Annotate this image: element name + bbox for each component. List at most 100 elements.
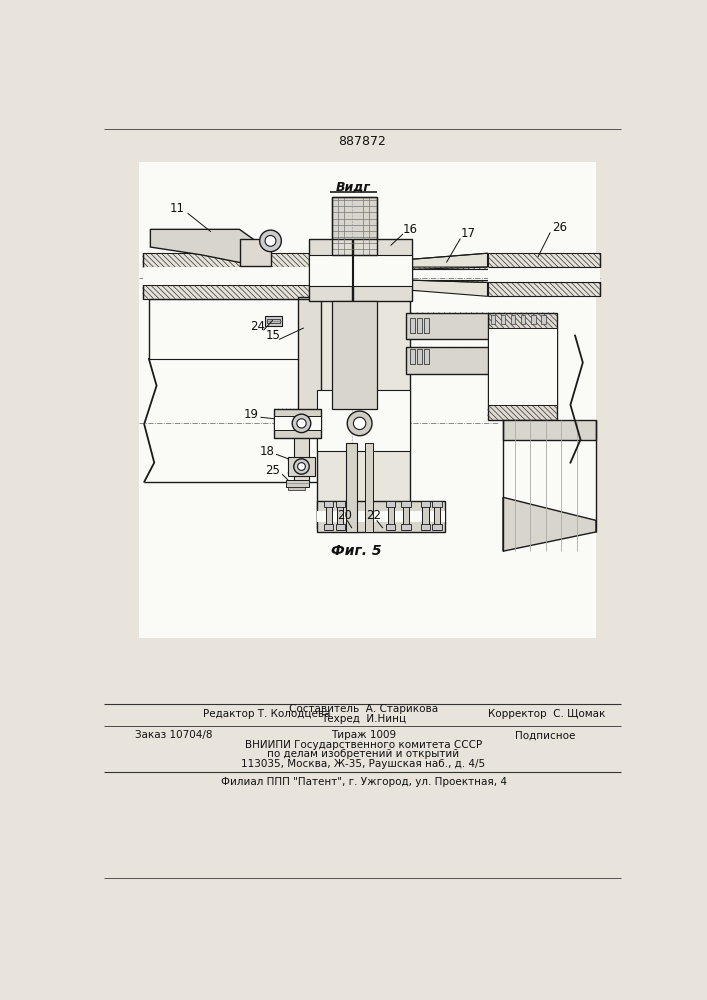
Text: 113035, Москва, Ж-35, Раушская наб., д. 4/5: 113035, Москва, Ж-35, Раушская наб., д. … bbox=[241, 759, 486, 769]
Bar bbox=[267, 319, 280, 323]
Text: ВНИИПИ Государственного комитета СССР: ВНИИПИ Государственного комитета СССР bbox=[245, 740, 482, 750]
Bar bbox=[491, 315, 495, 324]
Bar bbox=[332, 301, 377, 409]
Text: 25: 25 bbox=[265, 464, 280, 477]
Bar bbox=[424, 349, 428, 364]
Bar bbox=[410, 280, 488, 290]
Polygon shape bbox=[503, 420, 596, 440]
Bar bbox=[324, 501, 333, 507]
Bar bbox=[410, 259, 488, 269]
Bar bbox=[541, 315, 546, 324]
Bar bbox=[434, 503, 440, 530]
Bar bbox=[410, 349, 414, 364]
Polygon shape bbox=[151, 229, 259, 262]
Bar bbox=[406, 312, 488, 339]
Text: 887872: 887872 bbox=[338, 135, 386, 148]
Bar bbox=[424, 318, 428, 333]
Text: Подписное: Подписное bbox=[515, 730, 575, 740]
Bar bbox=[332, 197, 377, 255]
Bar bbox=[336, 524, 345, 530]
Bar bbox=[336, 501, 345, 507]
Bar bbox=[417, 318, 421, 333]
Bar bbox=[274, 416, 321, 430]
Bar bbox=[488, 328, 557, 405]
Bar bbox=[317, 297, 410, 528]
Polygon shape bbox=[503, 497, 596, 551]
Circle shape bbox=[292, 414, 311, 433]
Text: Филиал ППП "Патент", г. Ужгород, ул. Проектная, 4: Филиал ППП "Патент", г. Ужгород, ул. Про… bbox=[221, 777, 506, 787]
Bar bbox=[309, 239, 352, 301]
Bar bbox=[317, 501, 445, 532]
Bar bbox=[288, 457, 315, 476]
Bar bbox=[317, 511, 445, 522]
Text: Заказ 10704/8: Заказ 10704/8 bbox=[135, 730, 212, 740]
Bar bbox=[531, 315, 535, 324]
Text: Техред  И.Нинц: Техред И.Нинц bbox=[321, 714, 406, 724]
Bar bbox=[402, 524, 411, 530]
Text: 24: 24 bbox=[250, 320, 265, 333]
Text: по делам изобретений и открытий: по делам изобретений и открытий bbox=[267, 749, 460, 759]
Bar bbox=[274, 409, 321, 438]
Text: Корректор  С. Щомак: Корректор С. Щомак bbox=[489, 709, 606, 719]
Bar bbox=[488, 253, 600, 267]
Bar bbox=[422, 503, 428, 530]
Text: 26: 26 bbox=[552, 221, 567, 234]
Text: Тираж 1009: Тираж 1009 bbox=[331, 730, 396, 740]
Bar bbox=[417, 349, 421, 364]
Text: Видг: Видг bbox=[336, 180, 371, 193]
Bar bbox=[143, 267, 309, 285]
Bar bbox=[387, 503, 394, 530]
Text: Фиг. 5: Фиг. 5 bbox=[330, 544, 381, 558]
Text: 17: 17 bbox=[461, 227, 476, 240]
Bar bbox=[421, 524, 430, 530]
Text: 11: 11 bbox=[170, 202, 185, 215]
Bar bbox=[402, 501, 411, 507]
Bar bbox=[288, 487, 305, 490]
Bar bbox=[510, 315, 515, 324]
Polygon shape bbox=[410, 280, 488, 296]
Bar bbox=[386, 524, 395, 530]
Bar bbox=[347, 197, 360, 443]
Circle shape bbox=[347, 411, 372, 436]
Bar bbox=[139, 162, 596, 638]
Bar bbox=[240, 239, 271, 266]
Bar bbox=[337, 503, 344, 530]
Bar bbox=[317, 389, 410, 451]
Bar bbox=[410, 318, 414, 333]
Bar bbox=[365, 443, 373, 532]
Text: 19: 19 bbox=[244, 408, 259, 421]
Bar bbox=[293, 436, 309, 486]
Bar bbox=[433, 524, 442, 530]
Bar bbox=[346, 443, 357, 532]
Bar bbox=[488, 267, 600, 282]
Circle shape bbox=[298, 463, 305, 470]
Text: 15: 15 bbox=[265, 329, 280, 342]
Bar bbox=[325, 503, 332, 530]
Bar bbox=[265, 316, 282, 326]
Text: Редактор Т. Колодцева: Редактор Т. Колодцева bbox=[203, 709, 331, 719]
Bar bbox=[286, 480, 309, 487]
Bar bbox=[143, 253, 309, 267]
Bar bbox=[354, 255, 411, 286]
Circle shape bbox=[354, 417, 366, 430]
Text: 18: 18 bbox=[259, 445, 274, 458]
Text: 16: 16 bbox=[402, 223, 418, 236]
Bar bbox=[406, 347, 488, 374]
Bar bbox=[421, 501, 430, 507]
Text: Составитель  А. Старикова: Составитель А. Старикова bbox=[289, 704, 438, 714]
Bar bbox=[354, 239, 411, 301]
Text: 20: 20 bbox=[337, 509, 351, 522]
Bar bbox=[521, 315, 525, 324]
Bar bbox=[488, 282, 600, 296]
Bar bbox=[143, 285, 309, 299]
Circle shape bbox=[265, 235, 276, 246]
Bar bbox=[309, 255, 352, 286]
Bar bbox=[386, 501, 395, 507]
Bar bbox=[501, 315, 506, 324]
Circle shape bbox=[259, 230, 281, 252]
Bar bbox=[433, 501, 442, 507]
Circle shape bbox=[297, 419, 306, 428]
Bar bbox=[488, 312, 557, 420]
Bar bbox=[332, 197, 377, 255]
Bar bbox=[403, 503, 409, 530]
